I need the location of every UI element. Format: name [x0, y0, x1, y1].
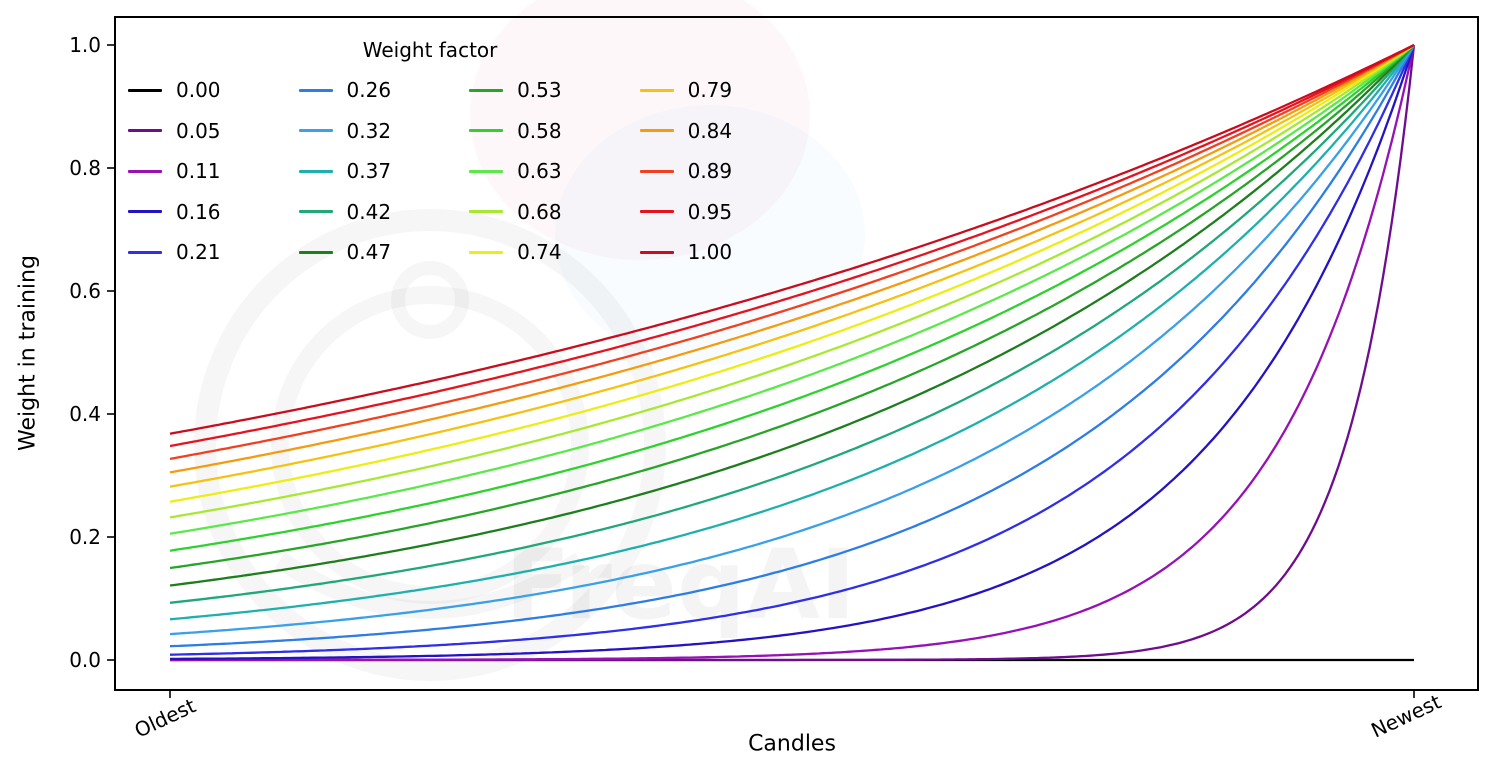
- legend-line-swatch: [298, 129, 333, 133]
- legend-entry-label: 0.74: [517, 240, 562, 265]
- legend-line-swatch: [639, 129, 674, 133]
- legend-line-swatch: [128, 88, 162, 92]
- legend-line-swatch: [298, 250, 333, 254]
- legend-line-swatch: [128, 129, 162, 133]
- legend-line-swatch: [128, 250, 162, 254]
- series-line-0.89: [169, 44, 1415, 461]
- legend-entry: 0.68: [469, 192, 562, 233]
- legend-entry: 0.89: [639, 151, 733, 192]
- legend-entry: 0.53: [469, 70, 562, 111]
- legend-entry-label: 0.00: [176, 78, 221, 103]
- legend-line-swatch: [298, 169, 333, 173]
- legend-entry: 0.16: [128, 192, 221, 233]
- legend-entry-label: 0.95: [687, 199, 733, 224]
- legend-entry: 0.74: [469, 232, 562, 273]
- legend-entry: 0.58: [469, 111, 562, 152]
- series-line-0.74: [169, 44, 1415, 503]
- legend-entry: 0.32: [298, 111, 392, 152]
- legend-entry-label: 0.11: [176, 159, 221, 184]
- series-line-0.32: [169, 44, 1415, 636]
- watermark-text: FreqAI: [505, 529, 856, 641]
- series-line-0.26: [169, 44, 1416, 648]
- series-line-0.37: [169, 44, 1415, 621]
- legend-entry-label: 0.37: [346, 159, 392, 184]
- x-axis-label: Candles: [748, 731, 836, 757]
- plot-frame: [114, 16, 1479, 691]
- legend-line-swatch: [469, 250, 504, 254]
- legend-entry: 0.79: [639, 70, 733, 111]
- legend-entry-label: 1.00: [687, 240, 733, 265]
- legend-entry: 0.37: [298, 151, 392, 192]
- legend-line-swatch: [128, 169, 162, 173]
- series-line-0.11: [170, 44, 1416, 662]
- y-tick-label: 0.6: [69, 279, 101, 303]
- legend: Weight factor 0.00 0.05 0.11 0.16 0.21 0.26 0.…: [128, 38, 732, 273]
- legend-entry: 0.21: [128, 232, 221, 273]
- legend-entry: 0.47: [298, 232, 392, 273]
- legend-line-swatch: [469, 129, 504, 133]
- y-tick-label: 0.8: [69, 156, 101, 180]
- legend-line-swatch: [639, 88, 674, 92]
- series-line-0.84: [169, 44, 1415, 474]
- legend-grid: 0.00 0.05 0.11 0.16 0.21 0.26 0.32 0.37 0.42 0.47…: [128, 70, 732, 273]
- legend-entry-label: 0.53: [517, 78, 562, 103]
- series-line-0.95: [169, 43, 1415, 448]
- legend-line-swatch: [298, 88, 333, 92]
- legend-entry: 1.00: [639, 232, 733, 273]
- series-line-0.47: [169, 44, 1415, 587]
- legend-line-swatch: [639, 169, 674, 173]
- legend-entry: 0.00: [128, 70, 221, 111]
- legend-entry-label: 0.47: [346, 240, 392, 265]
- legend-line-swatch: [639, 250, 674, 254]
- legend-line-swatch: [469, 210, 504, 214]
- legend-entry: 0.11: [128, 151, 221, 192]
- series-line-1.00: [169, 43, 1415, 435]
- series-line-0.58: [169, 44, 1415, 552]
- y-tick-label: 0.2: [69, 525, 101, 549]
- legend-entry: 0.05: [128, 111, 221, 152]
- legend-entry: 0.84: [639, 111, 733, 152]
- legend-entry: 0.63: [469, 151, 562, 192]
- legend-entry-label: 0.89: [687, 159, 733, 184]
- series-line-0.79: [169, 44, 1415, 488]
- legend-entry-label: 0.26: [346, 78, 392, 103]
- series-line-0.63: [169, 44, 1415, 535]
- legend-line-swatch: [469, 169, 504, 173]
- legend-entry-label: 0.84: [687, 118, 733, 143]
- legend-line-swatch: [128, 210, 162, 214]
- y-tick-label: 0.4: [69, 402, 101, 426]
- legend-entry-label: 0.32: [346, 118, 392, 143]
- y-tick-label: 0.0: [69, 648, 101, 672]
- series-line-0.68: [169, 44, 1415, 519]
- legend-title: Weight factor: [362, 38, 498, 62]
- series-line-0.53: [169, 44, 1415, 570]
- series-line-0.42: [169, 44, 1415, 604]
- legend-entry-label: 0.21: [176, 240, 221, 265]
- legend-entry-label: 0.79: [687, 78, 733, 103]
- y-tick-label: 1.0: [69, 33, 101, 57]
- legend-entry-label: 0.63: [517, 159, 562, 184]
- legend-line-swatch: [639, 210, 674, 214]
- legend-entry: 0.95: [639, 192, 733, 233]
- legend-entry-label: 0.68: [517, 199, 562, 224]
- legend-entry-label: 0.16: [176, 199, 221, 224]
- series-line-0.16: [170, 44, 1416, 661]
- legend-entry-label: 0.58: [517, 118, 562, 143]
- legend-entry-label: 0.05: [176, 118, 221, 143]
- legend-entry-label: 0.42: [346, 199, 392, 224]
- legend-line-swatch: [469, 88, 504, 92]
- legend-line-swatch: [298, 210, 333, 214]
- legend-entry: 0.42: [298, 192, 392, 233]
- legend-entry: 0.26: [298, 70, 392, 111]
- series-line-0.21: [169, 44, 1416, 656]
- y-axis-label: Weight in training: [15, 255, 41, 451]
